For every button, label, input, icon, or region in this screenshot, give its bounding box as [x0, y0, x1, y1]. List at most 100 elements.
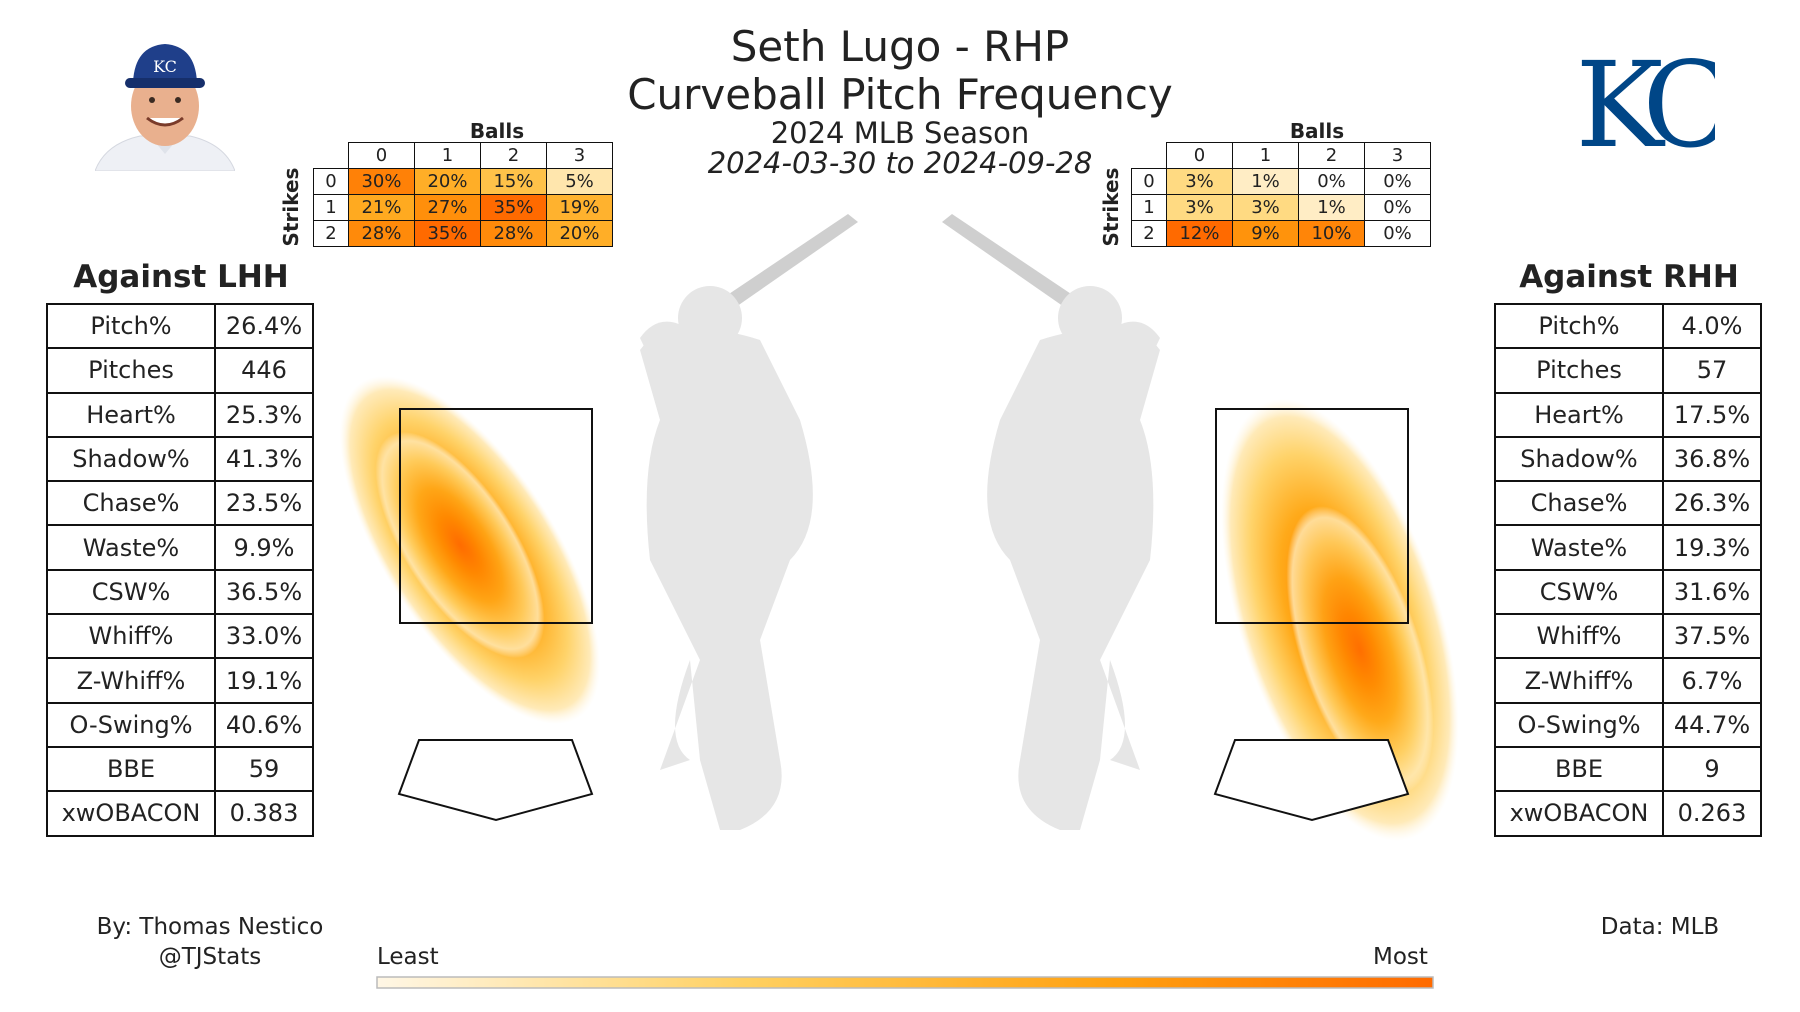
- count-cell: 10%: [1298, 220, 1365, 247]
- stat-label: Shadow%: [1494, 435, 1664, 483]
- stat-value: 0.383: [214, 790, 314, 837]
- stat-value: 26.3%: [1662, 480, 1762, 527]
- stat-value: 44.7%: [1662, 701, 1762, 748]
- count-cell: 19%: [546, 194, 613, 221]
- lhh-density-heatmap: [339, 375, 601, 725]
- strikes-tick-label: 2: [1131, 220, 1167, 247]
- balls-tick-label: 0: [348, 142, 415, 169]
- lhh-stat-row: Pitch% 26.4%: [46, 302, 314, 350]
- svg-text:KC: KC: [153, 57, 177, 76]
- balls-tick-label: 3: [546, 142, 613, 169]
- count-cell: 0%: [1364, 220, 1431, 247]
- rhh-stat-row: xwOBACON 0.263: [1494, 790, 1762, 837]
- colorbar-least-label: Least: [377, 944, 439, 970]
- balls-tick-label: 0: [1166, 142, 1233, 169]
- count-cell: 15%: [480, 168, 547, 195]
- stat-label: O-Swing%: [46, 701, 216, 748]
- stat-label: Heart%: [1494, 391, 1664, 438]
- svg-text:KC: KC: [1575, 36, 1715, 169]
- lhh-strike-zone: [399, 408, 593, 624]
- count-cell: 21%: [348, 194, 415, 221]
- rhh-stat-row: Pitches 57: [1494, 347, 1762, 394]
- lhh-stat-row: Shadow% 41.3%: [46, 435, 314, 483]
- right-batter-silhouette: [942, 214, 1160, 830]
- count-cell: 30%: [348, 168, 415, 195]
- lhh-stat-row: Waste% 9.9%: [46, 524, 314, 571]
- rhh-stat-row: Chase% 26.3%: [1494, 480, 1762, 527]
- stat-value: 0.263: [1662, 790, 1762, 837]
- stat-value: 25.3%: [214, 391, 314, 438]
- count-cell: 1%: [1298, 194, 1365, 221]
- strikes-tick-label: 2: [313, 220, 349, 247]
- stat-value: 36.5%: [214, 568, 314, 616]
- lhh-stats-table: Pitch% 26.4% Pitches 446 Heart% 25.3% Shadow% 4…: [46, 302, 314, 837]
- stat-label: Waste%: [1494, 524, 1664, 571]
- chart-title: Seth Lugo - RHP: [730, 22, 1070, 71]
- matrix-corner: [1132, 143, 1167, 169]
- stat-value: 40.6%: [214, 701, 314, 748]
- stat-value: 57: [1662, 347, 1762, 394]
- colorbar: [376, 976, 1434, 989]
- colorbar-most-label: Most: [1373, 944, 1428, 970]
- count-cell: 20%: [546, 220, 613, 247]
- stat-label: CSW%: [1494, 568, 1664, 616]
- strikes-tick-label: 1: [313, 194, 349, 221]
- stat-label: Chase%: [1494, 480, 1664, 527]
- stat-label: Whiff%: [46, 613, 216, 660]
- rhh-stat-row: Waste% 19.3%: [1494, 524, 1762, 571]
- stat-value: 37.5%: [1662, 613, 1762, 660]
- stat-label: BBE: [46, 745, 216, 793]
- stat-label: Whiff%: [1494, 613, 1664, 660]
- matrix-corner: [314, 143, 349, 169]
- stat-label: Chase%: [46, 480, 216, 527]
- count-cell: 12%: [1166, 220, 1233, 247]
- lhh-balls-label: Balls: [469, 119, 525, 143]
- rhh-strike-zone: [1215, 408, 1409, 624]
- lhh-stat-row: Whiff% 33.0%: [46, 613, 314, 660]
- count-cell: 9%: [1232, 220, 1299, 247]
- stat-value: 36.8%: [1662, 435, 1762, 483]
- player-headshot-icon: KC: [95, 44, 235, 171]
- stat-label: BBE: [1494, 745, 1664, 793]
- rhh-stat-row: Heart% 17.5%: [1494, 391, 1762, 438]
- balls-tick-label: 2: [480, 142, 547, 169]
- count-cell: 35%: [480, 194, 547, 221]
- stat-value: 9.9%: [214, 524, 314, 571]
- rhh-heading: Against RHH: [1519, 259, 1739, 295]
- lhh-stat-row: Pitches 446: [46, 347, 314, 394]
- stat-label: Pitch%: [46, 302, 216, 350]
- lhh-count-matrix: 0 1 2 3 0 30% 20% 15% 5% 1 21% 27% 35% 19% 2 28% 35% 28% 2…: [313, 142, 613, 247]
- lhh-stat-row: BBE 59: [46, 745, 314, 793]
- lhh-stat-row: Chase% 23.5%: [46, 480, 314, 527]
- rhh-stat-row: CSW% 31.6%: [1494, 568, 1762, 616]
- stat-value: 33.0%: [214, 613, 314, 660]
- rhh-count-matrix: 0 1 2 3 0 3% 1% 0% 0% 1 3% 3% 1% 0% 2 12% 9% 10% 0%: [1131, 142, 1431, 247]
- lhh-stat-row: CSW% 36.5%: [46, 568, 314, 616]
- count-cell: 20%: [414, 168, 481, 195]
- kc-royals-logo-icon: KC: [1575, 36, 1715, 169]
- count-cell: 28%: [480, 220, 547, 247]
- stat-value: 59: [214, 745, 314, 793]
- stat-value: 41.3%: [214, 435, 314, 483]
- rhh-stat-row: BBE 9: [1494, 745, 1762, 793]
- count-cell: 0%: [1364, 168, 1431, 195]
- balls-tick-label: 1: [414, 142, 481, 169]
- stat-label: Z-Whiff%: [1494, 657, 1664, 704]
- stat-value: 19.1%: [214, 657, 314, 704]
- rhh-stat-row: Whiff% 37.5%: [1494, 613, 1762, 660]
- stat-label: xwOBACON: [1494, 790, 1664, 837]
- count-cell: 1%: [1232, 168, 1299, 195]
- stat-value: 17.5%: [1662, 391, 1762, 438]
- stat-value: 26.4%: [214, 302, 314, 350]
- count-cell: 3%: [1232, 194, 1299, 221]
- count-cell: 28%: [348, 220, 415, 247]
- stat-label: Heart%: [46, 391, 216, 438]
- count-cell: 0%: [1298, 168, 1365, 195]
- stat-label: Waste%: [46, 524, 216, 571]
- stat-label: CSW%: [46, 568, 216, 616]
- rhh-stat-row: Z-Whiff% 6.7%: [1494, 657, 1762, 704]
- credit-author: By: Thomas Nestico: [96, 914, 324, 940]
- stat-value: 23.5%: [214, 480, 314, 527]
- stat-value: 19.3%: [1662, 524, 1762, 571]
